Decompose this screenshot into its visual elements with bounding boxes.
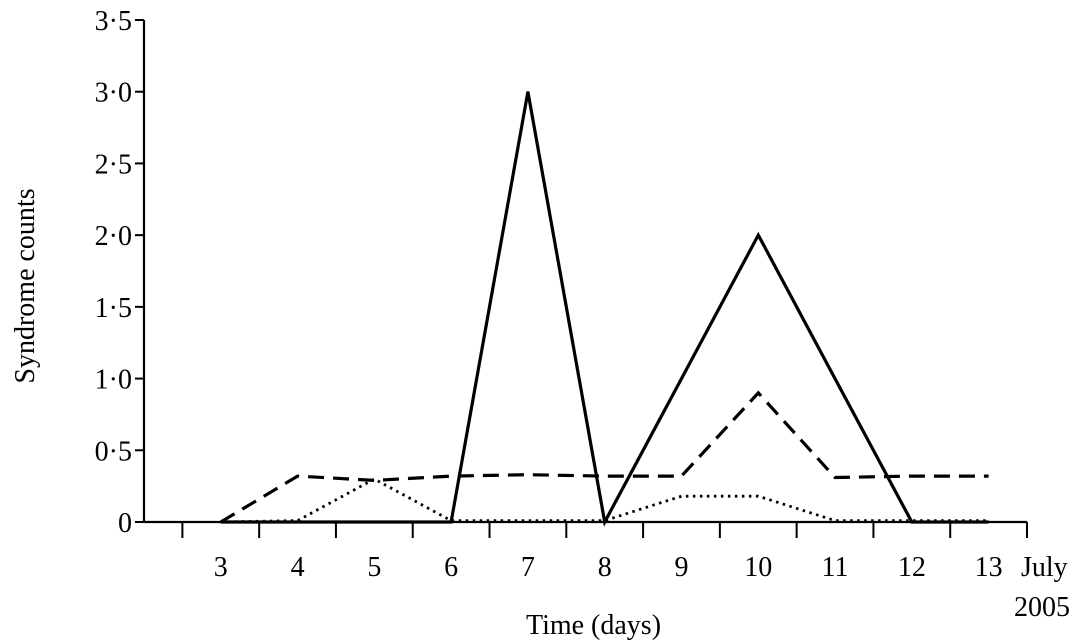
series-layer: [219, 91, 989, 527]
x-tick-label: 12: [898, 552, 926, 583]
y-tick-label: 1·5: [95, 293, 132, 324]
y-tick-label: 0: [118, 508, 132, 539]
y-tick-label: 3·5: [95, 6, 132, 37]
series-line-solid: [220, 91, 989, 527]
x-ticks: 3 4 5 6 7 8 9 10 11 12 13: [181, 522, 1028, 583]
y-axis-title: Syndrome counts: [10, 188, 41, 383]
series-line-dashed: [219, 390, 989, 524]
y-tick-label: 1·0: [95, 365, 132, 396]
x-tick-label: 10: [744, 552, 772, 583]
x-tick-label: 7: [521, 552, 535, 583]
x-tick-label: 11: [822, 552, 849, 583]
y-tick-label: 3·0: [95, 78, 132, 109]
x-axis-title: Time (days): [526, 610, 661, 641]
x-tick-label: 4: [291, 552, 305, 583]
x-axis-year-label: 2005: [1014, 592, 1070, 623]
x-tick-label: 9: [674, 552, 688, 583]
x-tick-label: 3: [214, 552, 228, 583]
axes: [142, 20, 1027, 524]
x-tick-label: 8: [598, 552, 612, 583]
x-axis-month-label: July: [1021, 552, 1068, 583]
x-tick-label: 6: [444, 552, 458, 583]
series-line-dotted: [220, 477, 989, 524]
x-tick-label: 5: [367, 552, 381, 583]
y-tick-label: 0·5: [95, 436, 132, 467]
y-ticks: 0 0·5 1·0 1·5 2·0 2·5 3·0 3·5: [95, 6, 144, 539]
y-tick-label: 2·5: [95, 149, 132, 180]
x-tick-label: 13: [975, 552, 1003, 583]
y-tick-label: 2·0: [95, 221, 132, 252]
